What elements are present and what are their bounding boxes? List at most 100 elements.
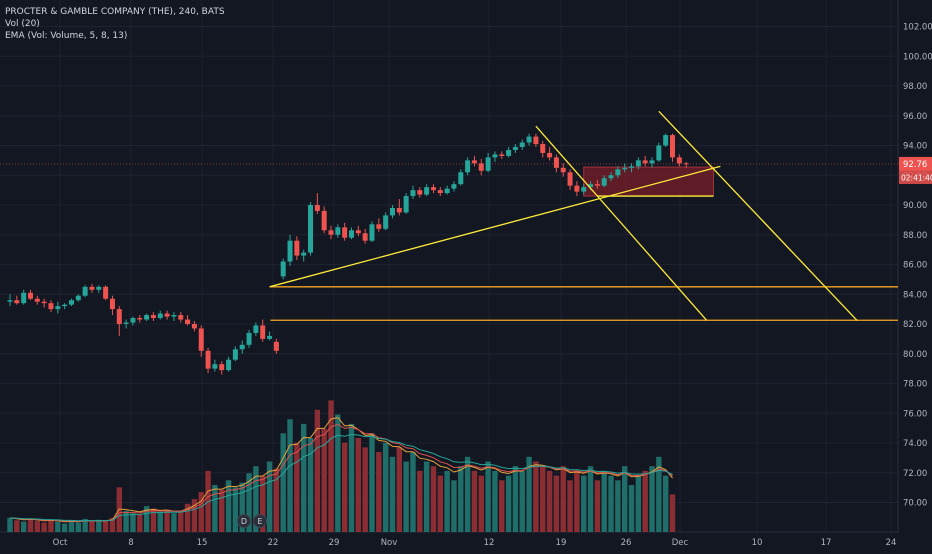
candle-body xyxy=(437,190,443,194)
event-badge-d[interactable]: D xyxy=(241,517,247,526)
volume-bar xyxy=(321,428,327,532)
volume-bar xyxy=(109,517,116,532)
x-axis-label: 8 xyxy=(128,538,133,548)
candle-body xyxy=(260,325,266,339)
candle-body xyxy=(533,136,539,145)
candle-body xyxy=(7,300,13,302)
volume-bar xyxy=(533,461,539,532)
candle-body xyxy=(280,261,286,277)
candle-body xyxy=(144,315,150,320)
volume-bar xyxy=(34,520,41,532)
candle-body xyxy=(226,359,232,371)
volume-bar xyxy=(14,520,20,532)
event-badge-e[interactable]: E xyxy=(257,517,262,526)
volume-bar xyxy=(246,473,252,532)
candle-body xyxy=(157,313,163,319)
y-axis-label: 74.00 xyxy=(903,439,927,449)
candle-body xyxy=(649,160,655,164)
candle-body xyxy=(389,207,395,216)
volume-bar xyxy=(492,470,498,532)
event-badge-e-circle xyxy=(253,514,267,528)
volume-bar xyxy=(41,522,47,532)
candle-body xyxy=(246,332,252,345)
volume-bar xyxy=(635,475,642,532)
volume-bar xyxy=(219,489,225,532)
volume-bar xyxy=(348,423,355,532)
candle-body xyxy=(663,135,669,146)
y-axis-label: 72.00 xyxy=(903,469,927,479)
volume-bar xyxy=(512,466,519,532)
volume-bar xyxy=(540,466,546,532)
candle-body xyxy=(526,136,532,143)
volume-bar xyxy=(20,521,27,532)
volume-bar xyxy=(587,466,594,532)
candle-body xyxy=(430,187,436,191)
candle-body xyxy=(424,187,430,195)
volume-bar xyxy=(171,513,177,532)
volume-bar xyxy=(260,475,266,532)
volume-bar xyxy=(601,470,607,532)
candle-body xyxy=(34,298,40,302)
volume-bar xyxy=(615,480,621,532)
candle-body xyxy=(55,306,61,310)
y-axis-label: 80.00 xyxy=(903,350,927,360)
volume-bar xyxy=(355,438,362,532)
candle-body xyxy=(21,292,27,304)
candle-body xyxy=(403,196,409,213)
volume-bar xyxy=(130,513,136,532)
volume-bar xyxy=(164,509,170,532)
indicator-volume[interactable]: Vol (20) xyxy=(5,19,40,29)
chart-title[interactable]: PROCTER & GAMBLE COMPANY (THE), 240, BAT… xyxy=(5,7,225,17)
y-axis-label: 102.00 xyxy=(903,23,932,33)
x-axis-label: 10 xyxy=(752,538,763,548)
candle-body xyxy=(328,230,334,235)
volume-bar xyxy=(96,519,102,532)
candle-body xyxy=(376,224,382,229)
volume-bar xyxy=(369,433,375,532)
candle-body xyxy=(355,230,361,234)
x-axis-label: 29 xyxy=(329,538,340,548)
candle-body xyxy=(465,160,471,173)
volume-bar xyxy=(328,400,334,532)
candle-body xyxy=(349,230,354,238)
volume-bar xyxy=(335,414,341,532)
candle-body xyxy=(656,145,662,161)
candle-body xyxy=(553,157,559,168)
volume-bar xyxy=(307,438,314,532)
candle-body xyxy=(335,227,341,235)
candle-body xyxy=(458,172,464,185)
candle-body xyxy=(676,157,682,164)
volume-bar xyxy=(150,508,157,532)
volume-bar xyxy=(649,466,655,532)
volume-bar xyxy=(341,442,348,532)
candle-body xyxy=(635,160,641,167)
candle-body xyxy=(198,328,204,351)
x-axis-label: 24 xyxy=(886,538,897,548)
countdown-tag xyxy=(899,170,932,184)
indicator-ema[interactable]: EMA (Vol: Volume, 5, 8, 13) xyxy=(5,31,128,41)
volume-bar xyxy=(417,470,423,532)
y-axis-label: 84.00 xyxy=(903,290,927,300)
volume-bar xyxy=(622,466,628,532)
candle-body xyxy=(308,205,314,253)
candle-body xyxy=(410,190,416,197)
candle-body xyxy=(41,301,47,304)
volume-bar xyxy=(444,470,450,532)
x-axis-label: 15 xyxy=(197,538,208,548)
x-axis-label: 12 xyxy=(484,538,495,548)
candle-body xyxy=(205,350,211,369)
ema-8-line xyxy=(9,423,673,522)
candle-body xyxy=(109,298,115,310)
candle-body xyxy=(273,341,279,351)
volume-bar xyxy=(382,442,389,532)
volume-bar xyxy=(294,442,300,532)
volume-bar xyxy=(526,456,532,532)
trendline xyxy=(658,110,858,321)
candle-body xyxy=(294,240,300,256)
candle-body xyxy=(615,169,621,176)
y-axis-label: 82.00 xyxy=(903,320,927,330)
volume-bar xyxy=(581,475,587,532)
candle-body xyxy=(82,286,88,296)
